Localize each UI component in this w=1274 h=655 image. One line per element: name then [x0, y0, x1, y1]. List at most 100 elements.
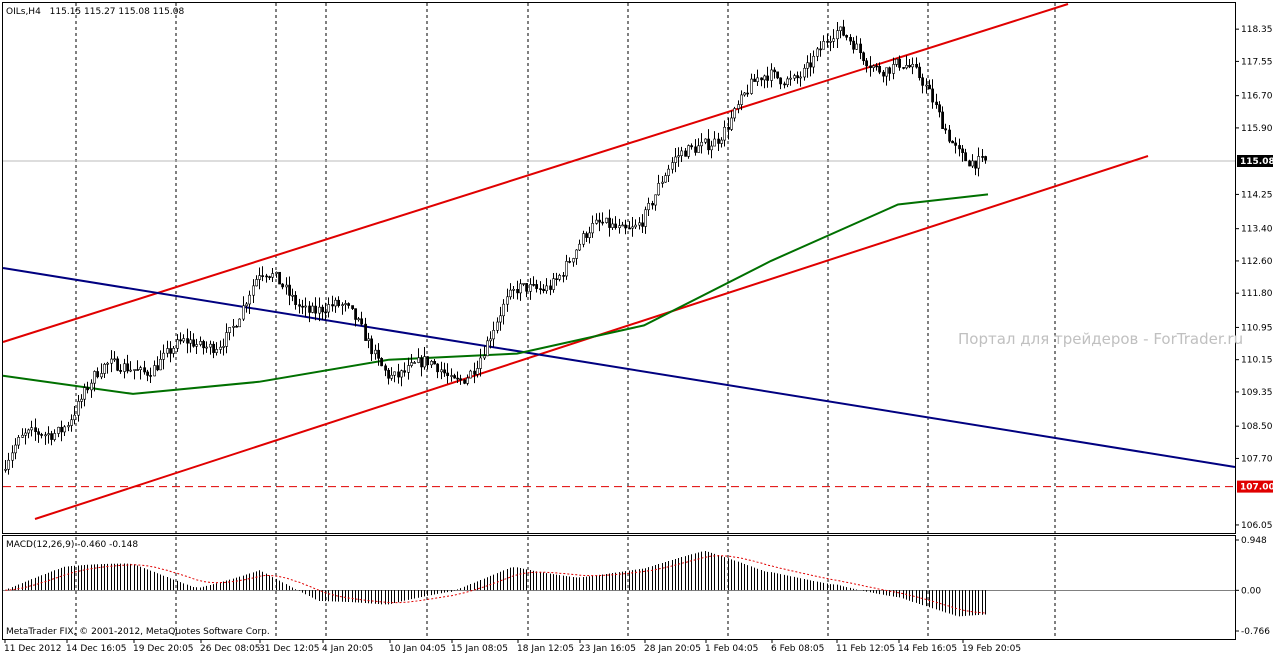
candle-body — [671, 162, 675, 170]
candle-body — [261, 275, 265, 277]
time-tick-label: 26 Dec 08:05 — [200, 644, 261, 654]
candle-body — [836, 30, 840, 40]
candle-body — [608, 217, 612, 228]
candle-body — [186, 338, 190, 344]
candle-body — [453, 375, 457, 379]
candle-body — [984, 156, 988, 161]
candle-body — [793, 75, 797, 79]
candle-body — [479, 357, 483, 369]
candle-body — [565, 261, 569, 277]
price-tick-label: 109.35 — [1241, 388, 1273, 398]
candle-body — [205, 346, 209, 349]
candle-body — [542, 288, 546, 292]
copyright: MetaTrader FIX, © 2001-2012, MetaQuotes … — [6, 627, 270, 637]
candle-body — [301, 305, 305, 308]
candle-body — [875, 65, 879, 68]
candle-body — [222, 346, 226, 348]
time-tick-label: 14 Dec 16:05 — [66, 644, 127, 654]
price-tick-label: 106.05 — [1241, 521, 1273, 531]
candle-body — [512, 289, 516, 291]
candle-body — [654, 194, 658, 206]
candle-body — [598, 219, 602, 223]
candle-body — [275, 271, 279, 274]
candle-body — [737, 104, 741, 109]
time-axis: 11 Dec 2012 14 Dec 16:05 19 Dec 20:05 26 De… — [4, 639, 1021, 654]
time-tick-label: 11 Feb 12:05 — [836, 644, 895, 654]
candle-body — [717, 138, 721, 144]
candle-body — [925, 84, 929, 87]
candle-body — [67, 425, 71, 428]
candle-body — [93, 371, 97, 384]
price-tick-label: 116.70 — [1241, 92, 1273, 102]
price-tick-label: 111.80 — [1241, 289, 1273, 299]
candle-body — [839, 26, 843, 31]
candle-body — [390, 374, 394, 379]
candle-body — [680, 150, 684, 156]
candle-body — [304, 305, 308, 308]
candle-body — [17, 437, 21, 446]
candle-body — [149, 375, 153, 377]
candle-body — [116, 358, 120, 371]
candle-body — [944, 128, 948, 131]
candle-body — [862, 52, 866, 62]
candle-body — [162, 352, 166, 360]
candle-body — [591, 223, 595, 234]
candle-body — [506, 296, 510, 305]
candle-body — [806, 62, 810, 69]
candle-body — [113, 358, 117, 361]
candle-body — [539, 288, 543, 290]
candle-body — [417, 357, 421, 363]
candle-body — [634, 224, 638, 228]
candle-body — [690, 145, 694, 148]
ohlc-label: 115.15 115.27 115.08 115.08 — [50, 7, 185, 17]
candle-body — [799, 76, 803, 79]
candle-body — [459, 378, 463, 381]
candle-body — [525, 283, 529, 292]
symbol-label: OILs,H4 — [6, 7, 41, 17]
candle-body — [311, 305, 315, 313]
candle-body — [285, 284, 289, 288]
candle-body — [661, 181, 665, 184]
candle-body — [753, 78, 757, 82]
candle-body — [159, 359, 163, 371]
candle-body — [202, 341, 206, 349]
candle-body — [288, 284, 292, 296]
candle-body — [357, 318, 361, 321]
candle-body — [47, 433, 51, 436]
candle-body — [895, 58, 899, 65]
macd-histogram — [3, 550, 1235, 617]
candle-body — [779, 77, 783, 85]
candle-body — [786, 78, 790, 86]
candle-body — [44, 434, 48, 437]
candle-body — [694, 146, 698, 153]
candle-body — [845, 35, 849, 38]
candle-body — [367, 338, 371, 341]
candle-body — [750, 78, 754, 94]
candle-body — [298, 304, 302, 307]
downtrend-line — [2, 267, 1236, 468]
candle-body — [21, 434, 25, 438]
candle-body — [684, 150, 688, 157]
candle-body — [888, 67, 892, 74]
candle-body — [195, 344, 199, 347]
candle-body — [905, 64, 909, 69]
candle-body — [928, 84, 932, 90]
price-tick-label: 118.35 — [1241, 25, 1273, 35]
candle-body — [657, 183, 661, 196]
candle-body — [958, 145, 962, 150]
overlay-lines — [2, 3, 1236, 520]
candle-body — [450, 375, 454, 377]
candle-body — [981, 156, 985, 158]
candle-body — [433, 361, 437, 365]
time-tick-label: 31 Dec 12:05 — [259, 644, 320, 654]
price-tick-label: 114.25 — [1241, 190, 1273, 200]
candle-body — [743, 92, 747, 96]
candle-body — [337, 299, 341, 306]
time-tick-label: 19 Dec 20:05 — [133, 644, 194, 654]
chart-header: OILs,H4 115.15 115.27 115.08 115.08 — [6, 7, 184, 17]
candle-body — [176, 339, 180, 349]
candle-body — [281, 283, 285, 288]
candle-body — [238, 318, 242, 328]
candle-body — [344, 303, 348, 305]
candle-body — [727, 126, 731, 130]
